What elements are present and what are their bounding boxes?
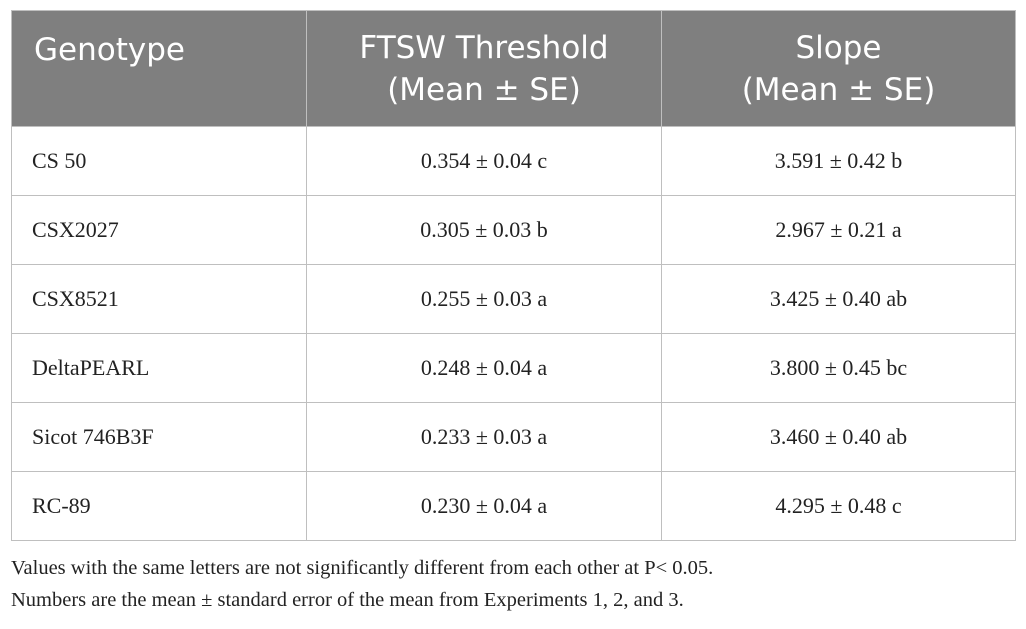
header-text: (Mean ± SE) — [387, 71, 581, 108]
table-cell: 3.425 ± 0.40 ab — [661, 264, 1016, 334]
header-text: Slope — [795, 29, 882, 66]
table-cell: 0.255 ± 0.03 a — [306, 264, 662, 334]
table-cell: 3.460 ± 0.40 ab — [661, 402, 1016, 472]
table-cell: CSX2027 — [11, 195, 307, 265]
table-cell: 3.800 ± 0.45 bc — [661, 333, 1016, 403]
table-cell: 3.591 ± 0.42 b — [661, 126, 1016, 196]
header-row: Genotype FTSW Threshold (Mean ± SE) Slope (M… — [11, 10, 1016, 127]
table-row: Sicot 746B3F 0.233 ± 0.03 a 3.460 ± 0.40 a… — [11, 402, 1016, 472]
header-text: Genotype — [34, 32, 185, 68]
table-cell: 0.305 ± 0.03 b — [306, 195, 662, 265]
table-cell: RC-89 — [11, 471, 307, 541]
table-cell: Sicot 746B3F — [11, 402, 307, 472]
table-body: CS 50 0.354 ± 0.04 c 3.591 ± 0.42 b CSX2027… — [11, 126, 1016, 541]
table-cell: 0.233 ± 0.03 a — [306, 402, 662, 472]
table-row: CSX2027 0.305 ± 0.03 b 2.967 ± 0.21 a — [11, 195, 1016, 265]
table-cell: 0.248 ± 0.04 a — [306, 333, 662, 403]
table-row: CSX8521 0.255 ± 0.03 a 3.425 ± 0.40 ab — [11, 264, 1016, 334]
header-cell: Genotype — [11, 10, 307, 127]
table-cell: 0.230 ± 0.04 a — [306, 471, 662, 541]
data-table: Genotype FTSW Threshold (Mean ± SE) Slope (M… — [11, 10, 1016, 541]
table-cell: CSX8521 — [11, 264, 307, 334]
table-cell: 0.354 ± 0.04 c — [306, 126, 662, 196]
table-cell: 4.295 ± 0.48 c — [661, 471, 1016, 541]
footnote: Values with the same letters are not sig… — [11, 557, 714, 579]
footnote: Numbers are the mean ± standard error of… — [11, 589, 684, 611]
header-text: (Mean ± SE) — [741, 71, 936, 108]
header-cell: FTSW Threshold (Mean ± SE) — [306, 10, 662, 127]
table-row: DeltaPEARL 0.248 ± 0.04 a 3.800 ± 0.45 bc — [11, 333, 1016, 403]
table-row: RC-89 0.230 ± 0.04 a 4.295 ± 0.48 c — [11, 471, 1016, 541]
header-cell: Slope (Mean ± SE) — [661, 10, 1016, 127]
table-cell: CS 50 — [11, 126, 307, 196]
table-cell: 2.967 ± 0.21 a — [661, 195, 1016, 265]
table-cell: DeltaPEARL — [11, 333, 307, 403]
header-text: FTSW Threshold — [359, 29, 609, 66]
table-row: CS 50 0.354 ± 0.04 c 3.591 ± 0.42 b — [11, 126, 1016, 196]
footnotes: Values with the same letters are not sig… — [11, 552, 713, 616]
